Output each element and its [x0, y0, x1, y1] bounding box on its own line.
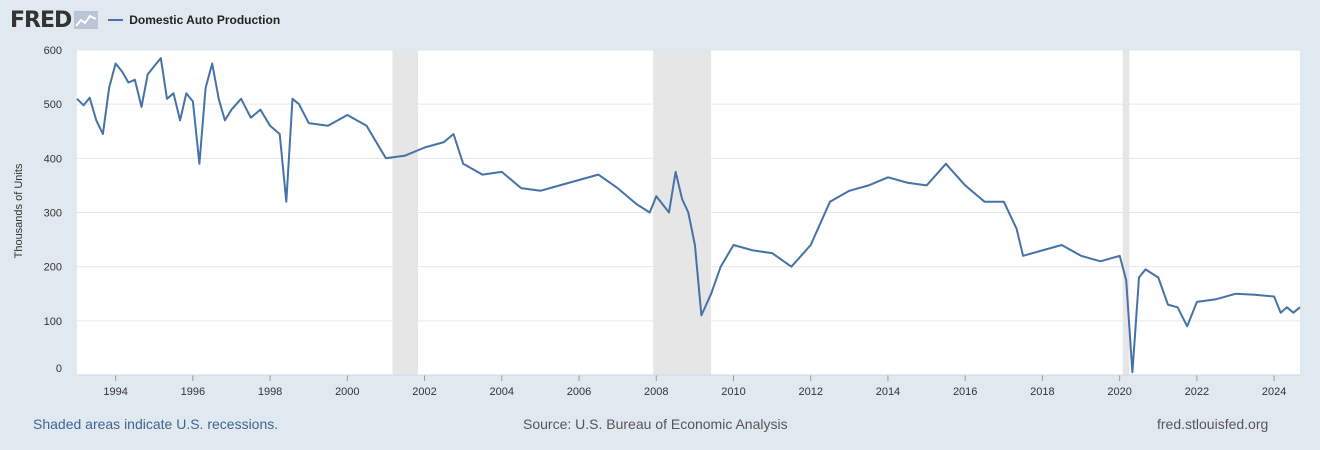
x-tick-label: 2018 [1030, 386, 1054, 398]
x-tick-label: 2000 [335, 386, 359, 398]
fred-logo[interactable]: FRED [10, 7, 99, 33]
y-tick-label: 200 [44, 262, 62, 274]
x-tick-label: 2014 [876, 386, 900, 398]
legend-series-name: Domestic Auto Production [129, 13, 281, 27]
y-tick-label: 100 [44, 316, 62, 328]
x-tick-label: 1994 [103, 386, 127, 398]
x-tick-label: 2024 [1262, 386, 1286, 398]
y-tick-label: 300 [44, 208, 62, 220]
x-tick-label: 1998 [258, 386, 282, 398]
line-chart: 0 100 200 300 400 500 600 1994 1996 1998 2000 2002… [13, 45, 1301, 398]
y-tick-label: 400 [44, 153, 62, 165]
x-tick-label: 2006 [567, 386, 591, 398]
legend-line-swatch [108, 19, 124, 21]
x-tick-label: 1996 [181, 386, 205, 398]
x-tick-label: 2010 [721, 386, 745, 398]
y-axis-label: Thousands of Units [13, 163, 25, 258]
x-tick-label: 2022 [1185, 386, 1209, 398]
y-tick-label: 500 [44, 99, 62, 111]
source-credit: Source: U.S. Bureau of Economic Analysis [523, 416, 788, 432]
site-link[interactable]: fred.stlouisfed.org [1157, 416, 1269, 432]
x-tick-label: 2004 [490, 386, 514, 398]
x-tick-label: 2008 [644, 386, 668, 398]
fred-graph-icon [74, 11, 99, 29]
chart-legend: Domestic Auto Production [108, 13, 280, 27]
x-tick-label: 2016 [953, 386, 977, 398]
y-tick-label: 600 [44, 45, 62, 57]
series-line-domestic-auto-production [76, 57, 1301, 374]
x-tick-label: 2012 [798, 386, 822, 398]
fred-logo-text: FRED [10, 7, 72, 33]
x-tick-label: 2020 [1107, 386, 1131, 398]
x-tick-label: 2002 [412, 386, 436, 398]
recession-note[interactable]: Shaded areas indicate U.S. recessions. [33, 416, 279, 432]
y-tick-label: 0 [56, 363, 62, 375]
x-axis-ticks: 1994 1996 1998 2000 2002 2004 2006 2008 2010 2012… [77, 374, 1300, 398]
chart-header: FRED Domestic Auto Production [10, 6, 280, 34]
y-axis-ticks: 0 100 200 300 400 500 600 [44, 45, 62, 375]
grid-lines [77, 49, 1300, 322]
